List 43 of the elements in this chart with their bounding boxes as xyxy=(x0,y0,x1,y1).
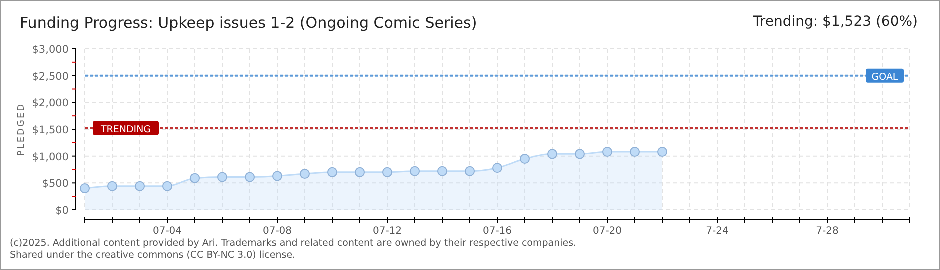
y-tick-label: $0 xyxy=(56,205,69,217)
y-tick-label: $2,000 xyxy=(32,98,69,110)
x-tick-label: 07-08 xyxy=(262,226,292,237)
y-tick-label: $500 xyxy=(42,178,69,190)
x-tick-label: 07-20 xyxy=(592,226,622,237)
point xyxy=(548,149,558,160)
point xyxy=(630,147,640,158)
y-tick-label: $2,500 xyxy=(32,70,69,83)
point xyxy=(162,181,172,192)
ref-line-label: TRENDING xyxy=(100,124,152,136)
point xyxy=(80,184,90,194)
point xyxy=(658,147,668,158)
point xyxy=(575,149,585,160)
point xyxy=(272,171,282,182)
point xyxy=(218,172,228,182)
x-tick-label: 7-28 xyxy=(816,226,839,237)
point xyxy=(492,163,502,174)
point xyxy=(465,166,475,176)
point xyxy=(245,172,255,182)
ref-line-label: GOAL xyxy=(872,72,899,83)
point xyxy=(410,166,420,176)
point xyxy=(438,166,448,176)
chart-title: Funding Progress: Upkeep issues 1-2 (Ongoing Comic Series) xyxy=(20,14,478,32)
chart-subtitle: Trending: $1,523 (60%) xyxy=(752,14,918,30)
y-axis-title: PLEDGED xyxy=(17,102,27,156)
x-tick-label: 7-24 xyxy=(706,226,729,237)
y-tick-label: $1,000 xyxy=(32,151,69,164)
point xyxy=(520,154,530,164)
point xyxy=(328,167,338,178)
text: Shared under the creative commons (CC BY-NC 3.0) license. xyxy=(10,250,296,261)
point xyxy=(190,173,200,184)
y-tick-label: $3,000 xyxy=(32,44,69,56)
point xyxy=(382,167,392,178)
point xyxy=(602,147,612,158)
point xyxy=(355,167,365,178)
x-tick-label: 07-12 xyxy=(372,226,402,237)
y-tick-label: $1,500 xyxy=(32,124,69,136)
x-tick-label: 07-16 xyxy=(482,226,512,237)
point xyxy=(135,181,145,192)
x-tick-label: 07-04 xyxy=(152,226,182,237)
point xyxy=(108,181,118,192)
text: (c)2025. Additional content provided by Ari. Trademarks and related content are owned by their respective companies. xyxy=(10,238,577,249)
point xyxy=(300,169,310,180)
